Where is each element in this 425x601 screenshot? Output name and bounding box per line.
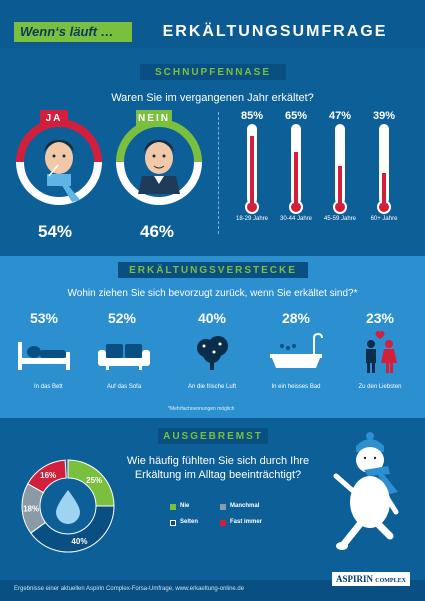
luft-percentage: 40%: [197, 310, 227, 326]
bad-percentage: 28%: [281, 310, 311, 326]
divider: [218, 112, 219, 234]
thermometer-percentage: 65%: [284, 110, 308, 122]
snowman-illustration: [333, 432, 399, 550]
thermometer-fill: [294, 152, 298, 204]
nein-badge: NEIN: [136, 110, 172, 126]
thermometer-tube: [247, 124, 257, 204]
donut-label: 40%: [71, 537, 87, 546]
thermometer-45-59: 47% 45-59 Jahre: [320, 110, 360, 223]
footer: Ergebnisse einer aktuellen Aspirin Compl…: [0, 580, 425, 601]
tree-icon: [197, 336, 228, 370]
bett-percentage: 53%: [29, 310, 59, 326]
legend-selten: Selten: [180, 519, 199, 525]
sofa-percentage: 52%: [107, 310, 137, 326]
question-verstecke: Wohin ziehen Sie sich bevorzugt zurück, …: [67, 288, 358, 299]
logo-sub: COMPLEX: [375, 578, 406, 584]
thermometer-tube: [379, 124, 389, 204]
thermometer-label: 60+ Jahre: [370, 216, 398, 222]
sofa-icon: [98, 344, 150, 370]
section-title-ausgebremst: AUSGEBREMST: [158, 428, 268, 444]
luft-label: An die frische Luft: [187, 384, 237, 390]
donut-slice-fast-immer: [27, 459, 67, 494]
aspirin-complex-logo: ASPIRIN COMPLEX: [332, 572, 410, 586]
thermometer-percentage: 47%: [328, 110, 352, 122]
bett-label: In das Bett: [34, 384, 63, 390]
donut-label: 25%: [86, 476, 102, 485]
donut-chart: 25% 40% 18% 16%: [21, 459, 115, 553]
legend-swatch-nie: [170, 504, 176, 510]
bad-label: In ein heisses Bad: [271, 384, 321, 390]
bed-icon: [18, 342, 70, 370]
ja-percentage: 54%: [38, 222, 73, 241]
thermometer-60-plus: 39% 60+ Jahre: [364, 110, 404, 223]
section-title-schnupfennase: SCHNUPFENNASE: [140, 64, 286, 80]
thermometer-label: 18-29 Jahre: [235, 216, 269, 222]
sick-person-illustration: [16, 119, 102, 205]
legend-swatch-selten: [170, 520, 176, 526]
section-title-verstecke: ERKÄLTUNGSVERSTECKE: [118, 262, 308, 278]
thermometer-fill: [250, 136, 254, 204]
legend-swatch-manchmal: [220, 504, 226, 510]
header: Wenn‘s läuft … ERKÄLTUNGSUMFRAGE: [0, 0, 425, 48]
legend-nie: Nie: [180, 503, 190, 509]
legend-swatch-fast-immer: [220, 520, 226, 526]
bathtub-icon: [270, 332, 323, 368]
header-title: ERKÄLTUNGSUMFRAGE: [162, 23, 388, 40]
thermometer-percentage: 39%: [372, 110, 396, 122]
legend-manchmal: Manchmal: [230, 503, 260, 509]
section-verstecke: [0, 256, 425, 418]
question-ausgebremst: Wie häufig fühlten Sie sich durch Ihre E…: [126, 455, 310, 481]
thermometer-label: 45-59 Jahre: [323, 216, 357, 222]
liebsten-percentage: 23%: [365, 310, 395, 326]
footer-text: Ergebnisse einer aktuellen Aspirin Compl…: [14, 586, 245, 592]
thermometer-18-29: 85% 18-29 Jahre: [232, 110, 272, 223]
legend-fast-immer: Fast immer: [230, 519, 263, 525]
donut-label: 18%: [23, 504, 39, 513]
thermometer-fill: [338, 166, 342, 204]
question-schnupfennase: Waren Sie im vergangenen Jahr erkältet?: [111, 92, 314, 104]
nein-percentage: 46%: [140, 222, 175, 241]
thermometer-label: 30-44 Jahre: [279, 216, 313, 222]
thermometer-tube: [335, 124, 345, 204]
thermometer-percentage: 85%: [240, 110, 264, 122]
couple-icon: [366, 330, 397, 373]
thermometer-30-44: 65% 30-44 Jahre: [276, 110, 316, 223]
thermometer-tube: [291, 124, 301, 204]
ja-badge: JA: [40, 110, 68, 126]
logo-main: ASPIRIN: [336, 574, 374, 584]
footnote: *Mehrfachnennungen möglich: [168, 406, 235, 412]
donut-slice-selten: [30, 505, 115, 553]
droplet-icon: [56, 490, 80, 524]
sofa-label: Auf das Sofa: [106, 384, 142, 390]
thermometer-fill: [382, 172, 386, 204]
liebsten-label: Zu den Liebsten: [358, 384, 402, 390]
header-tagline: Wenn‘s läuft …: [14, 22, 132, 42]
donut-label: 16%: [40, 471, 56, 480]
